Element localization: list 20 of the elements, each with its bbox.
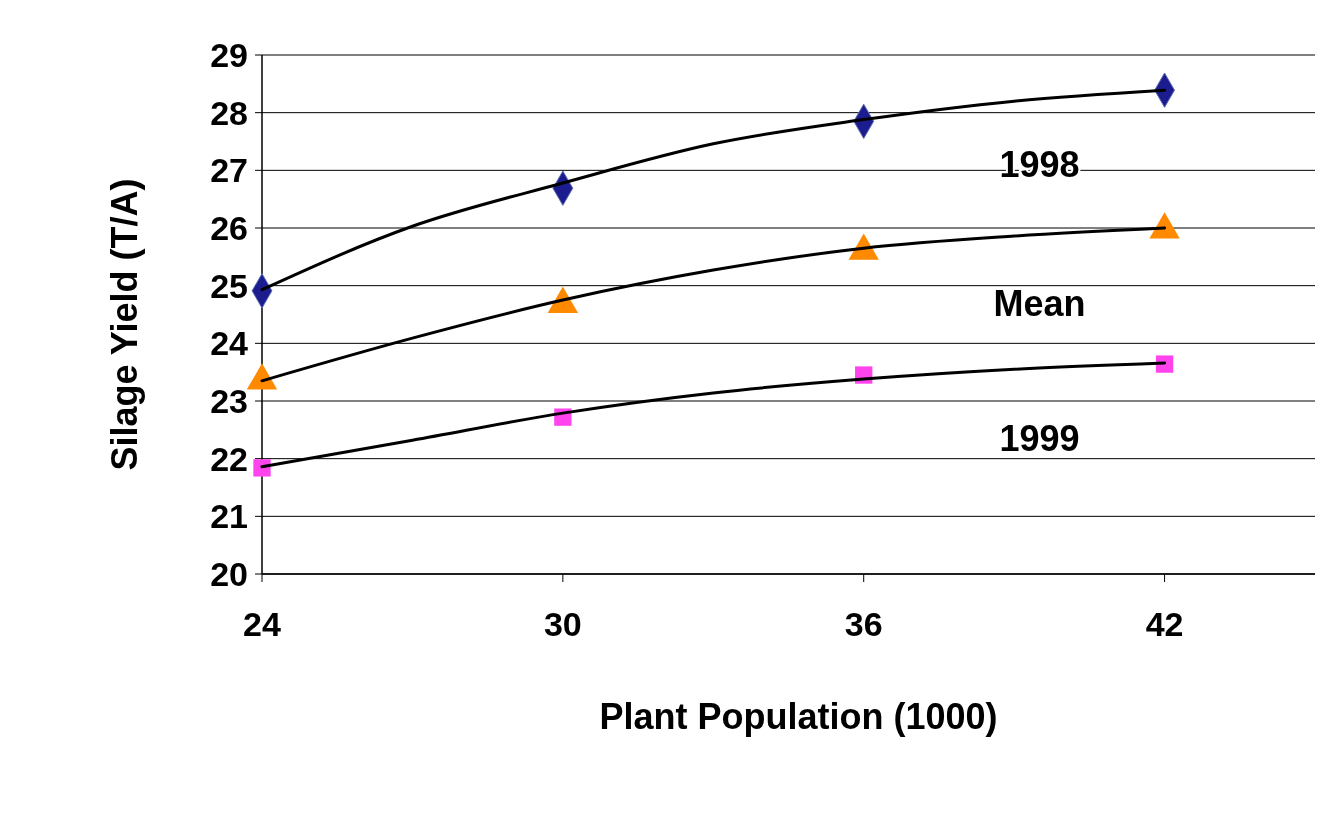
y-tick-label: 29 — [210, 35, 248, 74]
x-tick-label: 42 — [1145, 605, 1184, 643]
x-tick-label: 36 — [844, 605, 883, 643]
y-tick-label: 24 — [210, 324, 249, 363]
y-tick-label: 28 — [210, 93, 248, 132]
x-tick-label: 30 — [543, 605, 582, 643]
y-tick-label: 23 — [210, 381, 248, 420]
y-tick-label: 27 — [210, 151, 248, 190]
y-tick-label: 26 — [210, 208, 248, 247]
point — [253, 459, 271, 477]
y-tick-label: 22 — [210, 439, 248, 478]
y-tick-label: 20 — [210, 554, 248, 593]
annotation: Mean — [993, 283, 1086, 325]
x-axis-title: Plant Population (1000) — [599, 696, 998, 737]
y-tick-label: 25 — [210, 266, 248, 305]
y-axis-title: Silage Yield (T/A) — [104, 178, 145, 471]
y-tick-label: 21 — [210, 497, 248, 536]
x-tick-label: 24 — [243, 605, 281, 643]
point — [1155, 355, 1174, 373]
annotation: 1999 — [999, 417, 1080, 459]
